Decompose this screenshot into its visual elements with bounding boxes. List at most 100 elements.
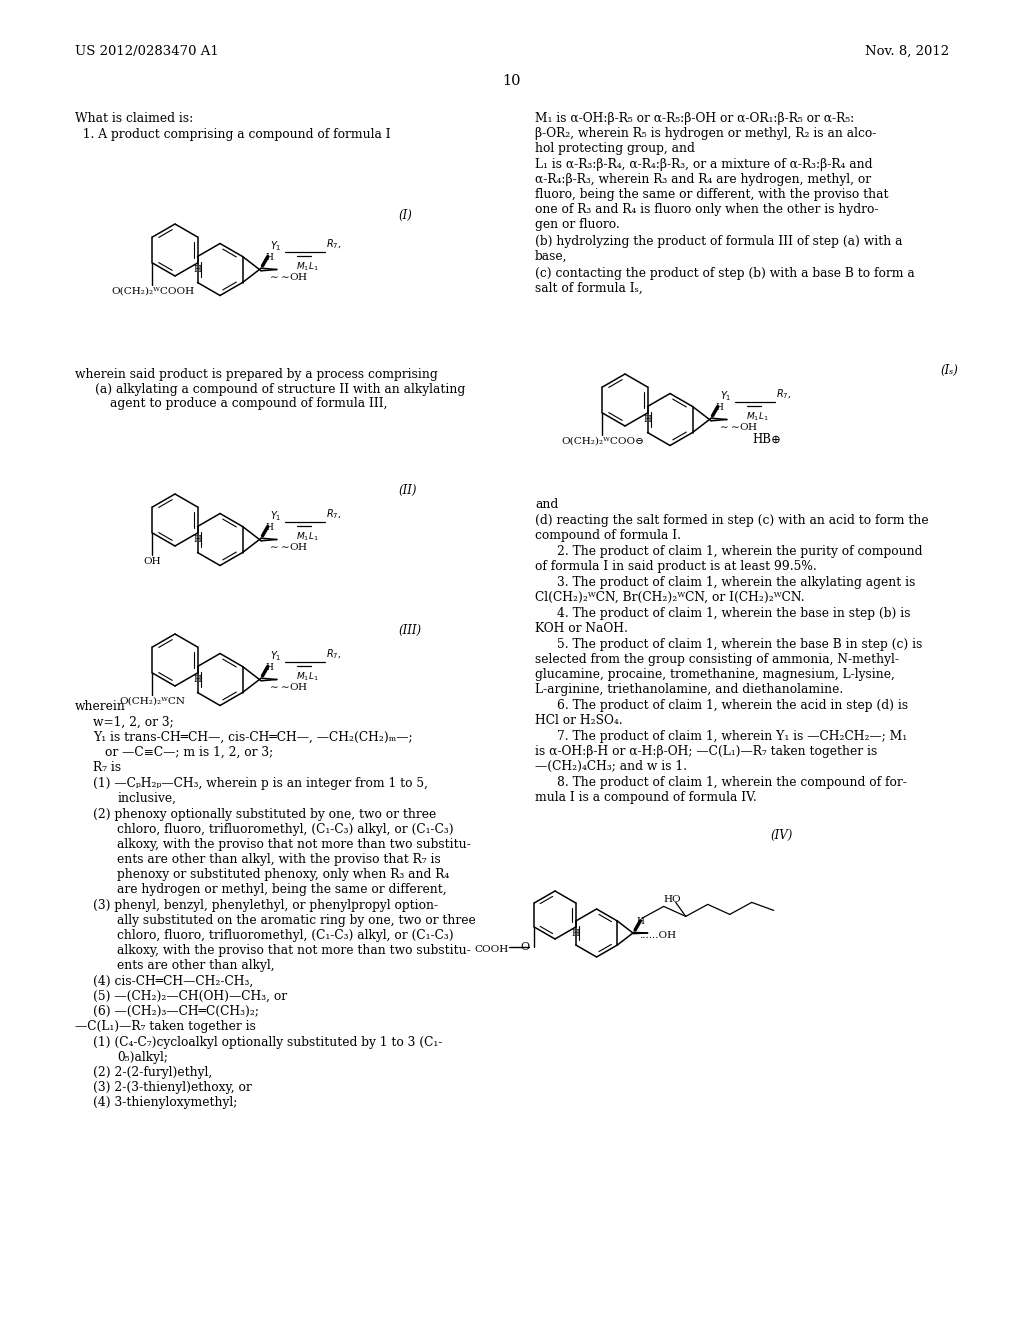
Text: salt of formula Iₛ,: salt of formula Iₛ, — [535, 282, 643, 294]
Text: or —C≡C—; m is 1, 2, or 3;: or —C≡C—; m is 1, 2, or 3; — [105, 746, 273, 759]
Text: chloro, fluoro, trifluoromethyl, (C₁-C₃) alkyl, or (C₁-C₃): chloro, fluoro, trifluoromethyl, (C₁-C₃)… — [117, 822, 454, 836]
Text: gen or fluoro.: gen or fluoro. — [535, 218, 620, 231]
Text: (3) phenyl, benzyl, phenylethyl, or phenylpropyl option-: (3) phenyl, benzyl, phenylethyl, or phen… — [93, 899, 438, 912]
Text: 8. The product of claim 1, wherein the compound of for-: 8. The product of claim 1, wherein the c… — [557, 776, 907, 789]
Text: $\sim\!\sim\!$OH: $\sim\!\sim\!$OH — [717, 421, 758, 433]
Text: COOH: COOH — [474, 945, 508, 953]
Text: $\sim\!\sim\!$OH: $\sim\!\sim\!$OH — [267, 541, 308, 552]
Text: and: and — [535, 498, 558, 511]
Text: $Y_1$: $Y_1$ — [720, 389, 732, 403]
Text: agent to produce a compound of formula III,: agent to produce a compound of formula I… — [110, 397, 387, 411]
Text: H: H — [643, 414, 651, 424]
Text: w=1, 2, or 3;: w=1, 2, or 3; — [93, 715, 174, 729]
Text: H: H — [194, 535, 202, 544]
Text: (4) 3-thienyloxymethyl;: (4) 3-thienyloxymethyl; — [93, 1096, 238, 1109]
Text: 0₅)alkyl;: 0₅)alkyl; — [117, 1051, 168, 1064]
Text: 7. The product of claim 1, wherein Y₁ is —CH₂CH₂—; M₁: 7. The product of claim 1, wherein Y₁ is… — [557, 730, 907, 743]
Text: H: H — [265, 253, 272, 263]
Text: phenoxy or substituted phenoxy, only when R₃ and R₄: phenoxy or substituted phenoxy, only whe… — [117, 869, 450, 880]
Text: (5) —(CH₂)₂—CH(OH)—CH₃, or: (5) —(CH₂)₂—CH(OH)—CH₃, or — [93, 990, 287, 1003]
Text: is α-OH:β-H or α-H:β-OH; —C(L₁)—R₇ taken together is: is α-OH:β-H or α-H:β-OH; —C(L₁)—R₇ taken… — [535, 744, 878, 758]
Text: OH: OH — [143, 557, 162, 566]
Text: compound of formula I.: compound of formula I. — [535, 529, 681, 543]
Text: hol protecting group, and: hol protecting group, and — [535, 143, 695, 154]
Text: β-OR₂, wherein R₅ is hydrogen or methyl, R₂ is an alco-: β-OR₂, wherein R₅ is hydrogen or methyl,… — [535, 127, 877, 140]
Text: 4. The product of claim 1, wherein the base in step (b) is: 4. The product of claim 1, wherein the b… — [557, 607, 910, 620]
Text: (IV): (IV) — [770, 829, 793, 842]
Text: HB⊕: HB⊕ — [752, 433, 780, 446]
Text: H: H — [571, 929, 580, 939]
Text: mula I is a compound of formula IV.: mula I is a compound of formula IV. — [535, 791, 757, 804]
Text: ally substituted on the aromatic ring by one, two or three: ally substituted on the aromatic ring by… — [117, 913, 476, 927]
Text: (d) reacting the salt formed in step (c) with an acid to form the: (d) reacting the salt formed in step (c)… — [535, 513, 929, 527]
Text: 10: 10 — [503, 74, 521, 88]
Text: —(CH₂)₄CH₃; and w is 1.: —(CH₂)₄CH₃; and w is 1. — [535, 760, 687, 774]
Text: (1) —CₚH₂ₚ—CH₃, wherein p is an integer from 1 to 5,: (1) —CₚH₂ₚ—CH₃, wherein p is an integer … — [93, 777, 428, 789]
Text: (I): (I) — [398, 209, 412, 222]
Text: ents are other than alkyl, with the proviso that R₇ is: ents are other than alkyl, with the prov… — [117, 853, 440, 866]
Text: (c) contacting the product of step (b) with a base B to form a: (c) contacting the product of step (b) w… — [535, 267, 914, 280]
Text: KOH or NaOH.: KOH or NaOH. — [535, 622, 628, 635]
Text: What is claimed is:: What is claimed is: — [75, 112, 194, 125]
Text: (2) 2-(2-furyl)ethyl,: (2) 2-(2-furyl)ethyl, — [93, 1067, 212, 1078]
Text: H: H — [194, 675, 202, 684]
Text: alkoxy, with the proviso that not more than two substitu-: alkoxy, with the proviso that not more t… — [117, 838, 471, 851]
Text: H: H — [637, 917, 644, 927]
Text: R₇ is: R₇ is — [93, 762, 121, 774]
Text: ......OH: ......OH — [639, 931, 676, 940]
Text: $R_7$,: $R_7$, — [326, 238, 342, 251]
Text: O: O — [520, 942, 529, 952]
Text: Y₁ is trans-CH═CH—, cis-CH═CH—, —CH₂(CH₂)ₘ—;: Y₁ is trans-CH═CH—, cis-CH═CH—, —CH₂(CH₂… — [93, 731, 413, 744]
Text: of formula I in said product is at least 99.5%.: of formula I in said product is at least… — [535, 560, 817, 573]
Text: (a) alkylating a compound of structure II with an alkylating: (a) alkylating a compound of structure I… — [95, 383, 465, 396]
Text: (2) phenoxy optionally substituted by one, two or three: (2) phenoxy optionally substituted by on… — [93, 808, 436, 821]
Text: 1. A product comprising a compound of formula I: 1. A product comprising a compound of fo… — [75, 128, 390, 141]
Text: are hydrogen or methyl, being the same or different,: are hydrogen or methyl, being the same o… — [117, 883, 446, 896]
Text: Cl(CH₂)₂ᵂCN, Br(CH₂)₂ᵂCN, or I(CH₂)₂ᵂCN.: Cl(CH₂)₂ᵂCN, Br(CH₂)₂ᵂCN, or I(CH₂)₂ᵂCN. — [535, 591, 805, 605]
Text: one of R₃ and R₄ is fluoro only when the other is hydro-: one of R₃ and R₄ is fluoro only when the… — [535, 203, 879, 216]
Text: base,: base, — [535, 249, 567, 263]
Text: $R_7$,: $R_7$, — [776, 388, 792, 401]
Text: O(CH₂)₂ᵂCN: O(CH₂)₂ᵂCN — [120, 697, 185, 706]
Text: selected from the group consisting of ammonia, N-methyl-: selected from the group consisting of am… — [535, 653, 899, 667]
Text: chloro, fluoro, trifluoromethyl, (C₁-C₃) alkyl, or (C₁-C₃): chloro, fluoro, trifluoromethyl, (C₁-C₃)… — [117, 929, 454, 942]
Text: $\sim\!\sim\!$OH: $\sim\!\sim\!$OH — [267, 681, 308, 692]
Text: O(CH₂)₂ᵂCOOH: O(CH₂)₂ᵂCOOH — [111, 286, 194, 296]
Text: L₁ is α-R₃:β-R₄, α-R₄:β-R₃, or a mixture of α-R₃:β-R₄ and: L₁ is α-R₃:β-R₄, α-R₄:β-R₃, or a mixture… — [535, 158, 872, 172]
Text: fluoro, being the same or different, with the proviso that: fluoro, being the same or different, wit… — [535, 187, 889, 201]
Text: $R_7$,: $R_7$, — [326, 508, 342, 521]
Text: (b) hydrolyzing the product of formula III of step (a) with a: (b) hydrolyzing the product of formula I… — [535, 235, 902, 248]
Text: HCl or H₂SO₄.: HCl or H₂SO₄. — [535, 714, 623, 727]
Text: $Y_1$: $Y_1$ — [270, 510, 282, 523]
Text: (4) cis-CH═CH—CH₂-CH₃,: (4) cis-CH═CH—CH₂-CH₃, — [93, 975, 253, 987]
Text: $M_1$: $M_1$ — [296, 260, 309, 273]
Text: $L_1$: $L_1$ — [308, 531, 318, 543]
Text: H: H — [265, 524, 272, 532]
Text: $Y_1$: $Y_1$ — [270, 649, 282, 663]
Text: H: H — [715, 404, 723, 412]
Text: $M_1$: $M_1$ — [746, 411, 760, 422]
Text: (3) 2-(3-thienyl)ethoxy, or: (3) 2-(3-thienyl)ethoxy, or — [93, 1081, 252, 1094]
Text: wherein said product is prepared by a process comprising: wherein said product is prepared by a pr… — [75, 368, 437, 381]
Text: M₁ is α-OH:β-R₅ or α-R₅:β-OH or α-OR₁:β-R₅ or α-R₅:: M₁ is α-OH:β-R₅ or α-R₅:β-OH or α-OR₁:β-… — [535, 112, 854, 125]
Text: (II): (II) — [398, 483, 417, 496]
Text: $L_1$: $L_1$ — [308, 671, 318, 682]
Text: L-arginine, triethanolamine, and diethanolamine.: L-arginine, triethanolamine, and diethan… — [535, 682, 843, 696]
Text: α-R₄:β-R₃, wherein R₃ and R₄ are hydrogen, methyl, or: α-R₄:β-R₃, wherein R₃ and R₄ are hydroge… — [535, 173, 871, 186]
Text: $L_1$: $L_1$ — [758, 411, 769, 422]
Text: (Iₛ): (Iₛ) — [940, 363, 957, 376]
Text: 3. The product of claim 1, wherein the alkylating agent is: 3. The product of claim 1, wherein the a… — [557, 576, 915, 589]
Text: (6) —(CH₂)₃—CH═C(CH₃)₂;: (6) —(CH₂)₃—CH═C(CH₃)₂; — [93, 1005, 259, 1018]
Text: US 2012/0283470 A1: US 2012/0283470 A1 — [75, 45, 219, 58]
Text: $Y_1$: $Y_1$ — [270, 239, 282, 253]
Text: (1) (C₄-C₇)cycloalkyl optionally substituted by 1 to 3 (C₁-: (1) (C₄-C₇)cycloalkyl optionally substit… — [93, 1036, 442, 1049]
Text: (III): (III) — [398, 623, 421, 636]
Text: 2. The product of claim 1, wherein the purity of compound: 2. The product of claim 1, wherein the p… — [557, 545, 923, 558]
Text: 6. The product of claim 1, wherein the acid in step (d) is: 6. The product of claim 1, wherein the a… — [557, 700, 908, 711]
Text: H: H — [265, 664, 272, 672]
Text: $M_1$: $M_1$ — [296, 671, 309, 682]
Text: HO: HO — [664, 895, 681, 904]
Text: $L_1$: $L_1$ — [308, 260, 318, 273]
Text: Nov. 8, 2012: Nov. 8, 2012 — [865, 45, 949, 58]
Text: H: H — [194, 264, 202, 273]
